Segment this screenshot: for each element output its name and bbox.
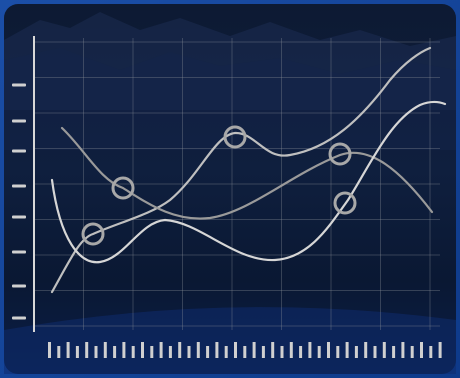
tick xyxy=(224,346,228,358)
tick xyxy=(12,184,26,188)
tick xyxy=(12,284,26,288)
tick xyxy=(438,342,442,358)
tick xyxy=(345,342,349,358)
tick xyxy=(206,346,210,358)
tick xyxy=(261,346,265,358)
tick xyxy=(420,342,423,358)
tick xyxy=(159,342,163,358)
tick xyxy=(382,342,386,358)
tick xyxy=(150,346,154,358)
bottom-ticks xyxy=(48,342,442,358)
markers xyxy=(81,125,357,246)
tick xyxy=(48,342,51,358)
tick xyxy=(252,342,256,358)
tick xyxy=(85,342,89,358)
tick xyxy=(354,346,358,358)
tick xyxy=(196,342,200,358)
marker xyxy=(81,222,105,246)
marker xyxy=(223,125,247,149)
mountains-near xyxy=(4,48,456,150)
tick xyxy=(373,346,377,358)
tick xyxy=(271,342,275,358)
curve xyxy=(50,46,432,294)
tick xyxy=(401,342,405,358)
curve xyxy=(60,126,434,220)
tick xyxy=(234,342,237,358)
tick xyxy=(57,346,61,358)
horizon-glow xyxy=(4,307,456,374)
curves xyxy=(50,46,447,294)
tick xyxy=(12,119,26,123)
tick xyxy=(122,342,126,358)
tick xyxy=(187,346,191,358)
tick xyxy=(280,346,284,358)
tick xyxy=(75,346,79,358)
tick xyxy=(429,346,433,358)
marker xyxy=(111,176,135,200)
tick xyxy=(12,83,26,87)
tick xyxy=(317,346,321,358)
tick xyxy=(410,346,414,358)
tick xyxy=(178,342,182,358)
curve xyxy=(50,100,447,264)
tick xyxy=(131,346,135,358)
tick xyxy=(392,346,396,358)
tick xyxy=(94,346,98,358)
tick xyxy=(327,342,330,358)
tick xyxy=(299,346,303,358)
tick xyxy=(12,316,26,320)
tick xyxy=(289,342,293,358)
marker xyxy=(328,142,352,166)
tick xyxy=(141,342,144,358)
tick xyxy=(103,342,107,358)
tick xyxy=(215,342,219,358)
tick xyxy=(113,346,117,358)
tick xyxy=(12,149,26,153)
tick xyxy=(243,346,247,358)
tick xyxy=(308,342,312,358)
left-ticks xyxy=(12,83,26,320)
tick xyxy=(336,346,340,358)
tick xyxy=(12,215,26,219)
tick xyxy=(66,342,70,358)
marker xyxy=(333,191,357,215)
tick xyxy=(12,250,26,254)
tick xyxy=(168,346,172,358)
tick xyxy=(364,342,368,358)
